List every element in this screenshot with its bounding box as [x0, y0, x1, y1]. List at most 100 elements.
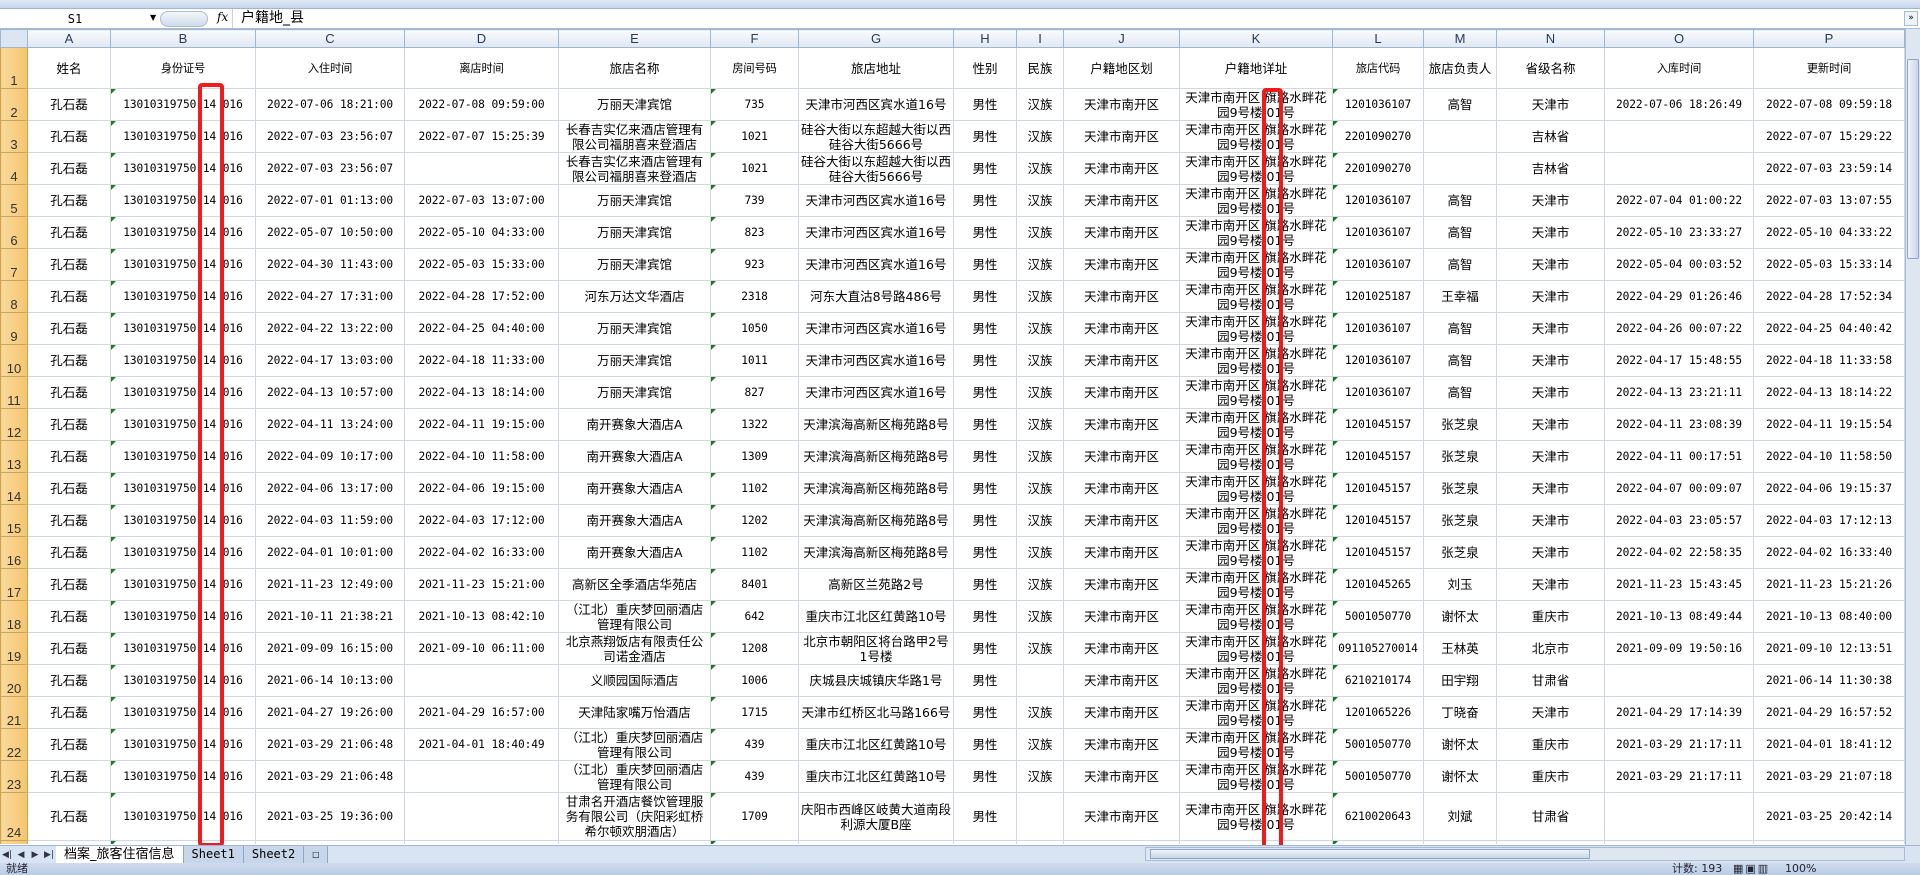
cell-h22[interactable]: 男性 [953, 728, 1017, 761]
cell-k11[interactable]: 天津市南开区 旗路水畔花园9号楼 01号 [1179, 376, 1333, 409]
cell-a9[interactable]: 孔石磊 [27, 312, 111, 345]
cell-e7[interactable]: 万丽天津宾馆 [558, 248, 711, 281]
cell-a22[interactable]: 孔石磊 [27, 728, 111, 761]
row-header[interactable]: 18 [0, 600, 28, 633]
column-header-e[interactable]: E [558, 29, 711, 48]
cell-p20[interactable]: 2021-06-14 11:30:38 [1753, 664, 1905, 697]
cell-i16[interactable]: 汉族 [1016, 536, 1064, 569]
column-header-c[interactable]: C [255, 29, 405, 48]
cell-f1[interactable]: 房间号码 [710, 47, 799, 89]
cell-g20[interactable]: 庆城县庆城镇庆华路1号 [798, 664, 954, 697]
cell-n5[interactable]: 天津市 [1496, 184, 1605, 217]
row-header[interactable]: 9 [0, 312, 28, 345]
cell-g24[interactable]: 庆阳市西峰区岐黄大道南段利源大厦B座 [798, 792, 954, 841]
cell-f24[interactable]: 1709 [710, 792, 799, 841]
cell-i20[interactable] [1016, 664, 1064, 697]
cell-e4[interactable]: 长春吉实亿来酒店管理有限公司福朋喜来登酒店 [558, 152, 711, 185]
cell-j16[interactable]: 天津市南开区 [1063, 536, 1180, 569]
cell-i18[interactable]: 汉族 [1016, 600, 1064, 633]
cell-k5[interactable]: 天津市南开区 旗路水畔花园9号楼 01号 [1179, 184, 1333, 217]
cell-e17[interactable]: 高新区全季酒店华苑店 [558, 568, 711, 601]
cell-g23[interactable]: 重庆市江北区红黄路10号 [798, 760, 954, 793]
row-header[interactable]: 21 [0, 696, 28, 729]
cell-o7[interactable]: 2022-05-04 00:03:52 [1604, 248, 1754, 281]
cell-h3[interactable]: 男性 [953, 120, 1017, 153]
cell-o9[interactable]: 2022-04-26 00:07:22 [1604, 312, 1754, 345]
name-box-dropdown-icon[interactable]: ▼ [150, 13, 157, 22]
cell-b17[interactable]: 13010319750 14 016 [110, 568, 256, 601]
cell-c20[interactable]: 2021-06-14 10:13:00 [255, 664, 405, 697]
cell-n19[interactable]: 北京市 [1496, 632, 1605, 665]
cell-l17[interactable]: 1201045265 [1332, 568, 1424, 601]
row-header[interactable]: 15 [0, 504, 28, 537]
cell-e9[interactable]: 万丽天津宾馆 [558, 312, 711, 345]
cell-a5[interactable]: 孔石磊 [27, 184, 111, 217]
cell-k7[interactable]: 天津市南开区 旗路水畔花园9号楼 01号 [1179, 248, 1333, 281]
cell-k25[interactable]: 天津市南开区 旗路水畔 [1179, 840, 1333, 844]
column-header-p[interactable]: P [1753, 29, 1905, 48]
column-header-l[interactable]: L [1332, 29, 1424, 48]
formula-buttons[interactable] [160, 11, 208, 27]
cell-i8[interactable]: 汉族 [1016, 280, 1064, 313]
cell-f8[interactable]: 2318 [710, 280, 799, 313]
cell-a8[interactable]: 孔石磊 [27, 280, 111, 313]
cell-l10[interactable]: 1201036107 [1332, 344, 1424, 377]
cell-j20[interactable]: 天津市南开区 [1063, 664, 1180, 697]
cell-d25[interactable] [404, 840, 559, 844]
cell-g2[interactable]: 天津市河西区宾水道16号 [798, 88, 954, 121]
cell-c14[interactable]: 2022-04-06 13:17:00 [255, 472, 405, 505]
cell-k10[interactable]: 天津市南开区 旗路水畔花园9号楼 01号 [1179, 344, 1333, 377]
cell-k14[interactable]: 天津市南开区 旗路水畔花园9号楼 01号 [1179, 472, 1333, 505]
cell-k4[interactable]: 天津市南开区 旗路水畔花园9号楼 01号 [1179, 152, 1333, 185]
cell-g19[interactable]: 北京市朝阳区将台路甲2号1号楼 [798, 632, 954, 665]
cell-n23[interactable]: 重庆市 [1496, 760, 1605, 793]
cell-d21[interactable]: 2021-04-29 16:57:00 [404, 696, 559, 729]
cell-j9[interactable]: 天津市南开区 [1063, 312, 1180, 345]
sheet-tab-sheet2[interactable]: Sheet2 [243, 846, 305, 863]
cell-b5[interactable]: 13010319750 14 016 [110, 184, 256, 217]
cell-d2[interactable]: 2022-07-08 09:59:00 [404, 88, 559, 121]
cell-m13[interactable]: 张芝泉 [1423, 440, 1497, 473]
cell-a6[interactable]: 孔石磊 [27, 216, 111, 249]
cell-a21[interactable]: 孔石磊 [27, 696, 111, 729]
cell-b4[interactable]: 13010319750 14 016 [110, 152, 256, 185]
cell-g17[interactable]: 高新区兰苑路2号 [798, 568, 954, 601]
cell-o22[interactable]: 2021-03-29 21:17:11 [1604, 728, 1754, 761]
cell-c13[interactable]: 2022-04-09 10:17:00 [255, 440, 405, 473]
cell-m17[interactable]: 刘玉 [1423, 568, 1497, 601]
cell-p22[interactable]: 2021-04-01 18:41:12 [1753, 728, 1905, 761]
cell-m19[interactable]: 王林英 [1423, 632, 1497, 665]
cell-d8[interactable]: 2022-04-28 17:52:00 [404, 280, 559, 313]
cell-g5[interactable]: 天津市河西区宾水道16号 [798, 184, 954, 217]
cell-i9[interactable]: 汉族 [1016, 312, 1064, 345]
cell-m22[interactable]: 谢怀太 [1423, 728, 1497, 761]
cell-d12[interactable]: 2022-04-11 19:15:00 [404, 408, 559, 441]
cell-h18[interactable]: 男性 [953, 600, 1017, 633]
cell-j12[interactable]: 天津市南开区 [1063, 408, 1180, 441]
cell-o23[interactable]: 2021-03-29 21:17:11 [1604, 760, 1754, 793]
sheet-tab-archive[interactable]: 档案_旅客住宿信息 [56, 846, 184, 863]
cell-p1[interactable]: 更新时间 [1753, 47, 1905, 89]
cell-m16[interactable]: 张芝泉 [1423, 536, 1497, 569]
cell-o13[interactable]: 2022-04-11 00:17:51 [1604, 440, 1754, 473]
cell-h16[interactable]: 男性 [953, 536, 1017, 569]
cell-l5[interactable]: 1201036107 [1332, 184, 1424, 217]
cell-f25[interactable] [710, 840, 799, 844]
cell-n7[interactable]: 天津市 [1496, 248, 1605, 281]
cell-f6[interactable]: 823 [710, 216, 799, 249]
cell-a7[interactable]: 孔石磊 [27, 248, 111, 281]
cell-b15[interactable]: 13010319750 14 016 [110, 504, 256, 537]
cell-h4[interactable]: 男性 [953, 152, 1017, 185]
cell-f19[interactable]: 1208 [710, 632, 799, 665]
cell-b10[interactable]: 13010319750 14 016 [110, 344, 256, 377]
cell-c9[interactable]: 2022-04-22 13:22:00 [255, 312, 405, 345]
cell-m8[interactable]: 王幸福 [1423, 280, 1497, 313]
cell-g10[interactable]: 天津市河西区宾水道16号 [798, 344, 954, 377]
cell-p10[interactable]: 2022-04-18 11:33:58 [1753, 344, 1905, 377]
cell-d18[interactable]: 2021-10-13 08:42:10 [404, 600, 559, 633]
cell-e15[interactable]: 南开赛象大酒店A [558, 504, 711, 537]
cell-l16[interactable]: 1201045157 [1332, 536, 1424, 569]
row-header[interactable]: 7 [0, 248, 28, 281]
row-header[interactable]: 17 [0, 568, 28, 601]
cell-c2[interactable]: 2022-07-06 18:21:00 [255, 88, 405, 121]
